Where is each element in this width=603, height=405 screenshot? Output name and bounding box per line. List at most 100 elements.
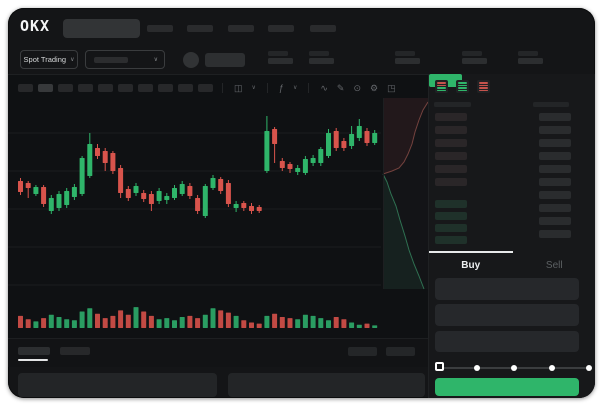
candle-body bbox=[110, 153, 116, 171]
volume-bar bbox=[25, 319, 31, 328]
orders-table-placeholder bbox=[18, 373, 217, 397]
search-input[interactable] bbox=[63, 19, 140, 38]
orders-tab[interactable] bbox=[60, 347, 90, 355]
amount-row bbox=[539, 191, 571, 199]
candlestick-chart[interactable] bbox=[8, 95, 428, 339]
candle-body bbox=[310, 158, 316, 163]
orders-control-button[interactable] bbox=[386, 347, 415, 356]
orderbook-mode-bids-icon[interactable] bbox=[456, 80, 469, 93]
order-book-panel: Buy Sell bbox=[428, 74, 595, 398]
fullscreen-icon[interactable]: ◳ bbox=[387, 83, 396, 93]
amount-row bbox=[539, 152, 571, 160]
timeframe-button[interactable] bbox=[198, 84, 213, 92]
chart-section: ◫ ∨ ƒ ∨ ∿ ✎ ⊙ ⚙ ◳ bbox=[8, 74, 428, 339]
chart-settings-icon[interactable]: ⚙ bbox=[369, 83, 379, 93]
volume-bar bbox=[256, 323, 262, 328]
buy-submit-button[interactable] bbox=[435, 378, 579, 396]
chart-toolbar: ◫ ∨ ƒ ∨ ∿ ✎ ⊙ ⚙ ◳ bbox=[18, 83, 398, 93]
candle-body bbox=[341, 141, 347, 148]
chart-type-chevron-icon[interactable]: ∨ bbox=[251, 85, 256, 91]
timeframe-button[interactable] bbox=[78, 84, 93, 92]
okx-logo[interactable]: OKX bbox=[20, 17, 51, 35]
orders-control-button[interactable] bbox=[348, 347, 377, 356]
timeframe-button[interactable] bbox=[118, 84, 133, 92]
volume-bar bbox=[187, 315, 193, 328]
slider-step-dot[interactable] bbox=[586, 365, 592, 371]
amount-row bbox=[539, 178, 571, 186]
volume-bar bbox=[64, 319, 70, 328]
slider-step-dot[interactable] bbox=[548, 365, 555, 371]
candle-body bbox=[218, 179, 224, 191]
timeframe-button[interactable] bbox=[58, 84, 73, 92]
timeframe-button[interactable] bbox=[98, 84, 113, 92]
candle-body bbox=[249, 206, 254, 211]
timeframe-button[interactable] bbox=[138, 84, 153, 92]
pair-selector-dropdown[interactable]: ∨ bbox=[85, 50, 165, 69]
ticker-stat-group bbox=[518, 51, 543, 64]
orderbook-mode-both-icon[interactable] bbox=[435, 80, 448, 93]
subheader-button[interactable] bbox=[205, 53, 245, 67]
timeframe-button[interactable] bbox=[158, 84, 173, 92]
volume-bar bbox=[233, 315, 239, 328]
candle-body bbox=[95, 148, 100, 156]
price-column-header bbox=[434, 102, 471, 107]
candle-body bbox=[41, 187, 47, 204]
amount-row bbox=[539, 113, 571, 121]
candle-body bbox=[202, 186, 208, 216]
ask-price-row bbox=[435, 152, 467, 160]
tab-sell[interactable]: Sell bbox=[545, 260, 563, 271]
volume-bar bbox=[110, 315, 116, 328]
nav-item-placeholder[interactable] bbox=[268, 25, 294, 32]
slider-step-dot[interactable] bbox=[511, 365, 517, 371]
green-bar bbox=[458, 87, 467, 89]
amount-row bbox=[539, 204, 571, 212]
volume-bar bbox=[302, 314, 308, 328]
amount-slider-handle[interactable] bbox=[435, 362, 444, 371]
pair-logo-avatar[interactable] bbox=[183, 52, 199, 68]
volume-bar bbox=[326, 320, 331, 328]
green-bar bbox=[458, 84, 467, 86]
volume-bar bbox=[87, 308, 93, 328]
nav-item-placeholder[interactable] bbox=[310, 25, 336, 32]
draw-tool-icon[interactable]: ✎ bbox=[336, 83, 345, 93]
candle-body bbox=[179, 184, 185, 194]
orderbook-mode-asks-icon[interactable] bbox=[477, 80, 490, 93]
candle-body bbox=[18, 181, 23, 192]
indicators-chevron-icon[interactable]: ∨ bbox=[292, 85, 298, 91]
red-bar bbox=[479, 82, 488, 84]
green-bar bbox=[458, 82, 467, 84]
nav-item-placeholder[interactable] bbox=[228, 25, 254, 32]
amount-row bbox=[539, 165, 571, 173]
volume-bar bbox=[356, 324, 362, 328]
chevron-down-icon: ∨ bbox=[70, 57, 75, 63]
chart-type-candles-icon[interactable]: ◫ bbox=[234, 83, 243, 93]
candle-body bbox=[25, 183, 31, 188]
market-mode-dropdown[interactable]: Spot Trading ∨ bbox=[20, 50, 78, 69]
indicators-icon[interactable]: ƒ bbox=[278, 83, 284, 93]
tab-buy[interactable]: Buy bbox=[429, 251, 513, 273]
amount-field[interactable] bbox=[435, 304, 579, 326]
candle-body bbox=[318, 149, 324, 163]
candle-body bbox=[33, 187, 39, 194]
slider-step-dot[interactable] bbox=[473, 365, 480, 371]
nav-item-placeholder[interactable] bbox=[147, 25, 173, 32]
active-tab-underline bbox=[18, 359, 48, 361]
timeframe-button[interactable] bbox=[18, 84, 33, 92]
line-tool-icon[interactable]: ∿ bbox=[320, 83, 328, 93]
volume-bar bbox=[118, 310, 124, 328]
timeframe-button[interactable] bbox=[178, 84, 193, 92]
price-field[interactable] bbox=[435, 278, 579, 300]
candle-body bbox=[326, 133, 331, 156]
bid-price-row bbox=[435, 212, 467, 220]
volume-bar bbox=[225, 312, 231, 328]
total-field[interactable] bbox=[435, 331, 579, 352]
candle-body bbox=[64, 191, 70, 205]
volume-bar bbox=[349, 322, 355, 328]
orders-table-area bbox=[8, 366, 428, 398]
screenshot-icon[interactable]: ⊙ bbox=[353, 83, 361, 93]
timeframe-button[interactable] bbox=[38, 84, 53, 92]
orders-tab-active[interactable] bbox=[18, 347, 50, 355]
red-bar bbox=[479, 87, 488, 89]
candle-body bbox=[364, 131, 370, 143]
nav-item-placeholder[interactable] bbox=[187, 25, 213, 32]
